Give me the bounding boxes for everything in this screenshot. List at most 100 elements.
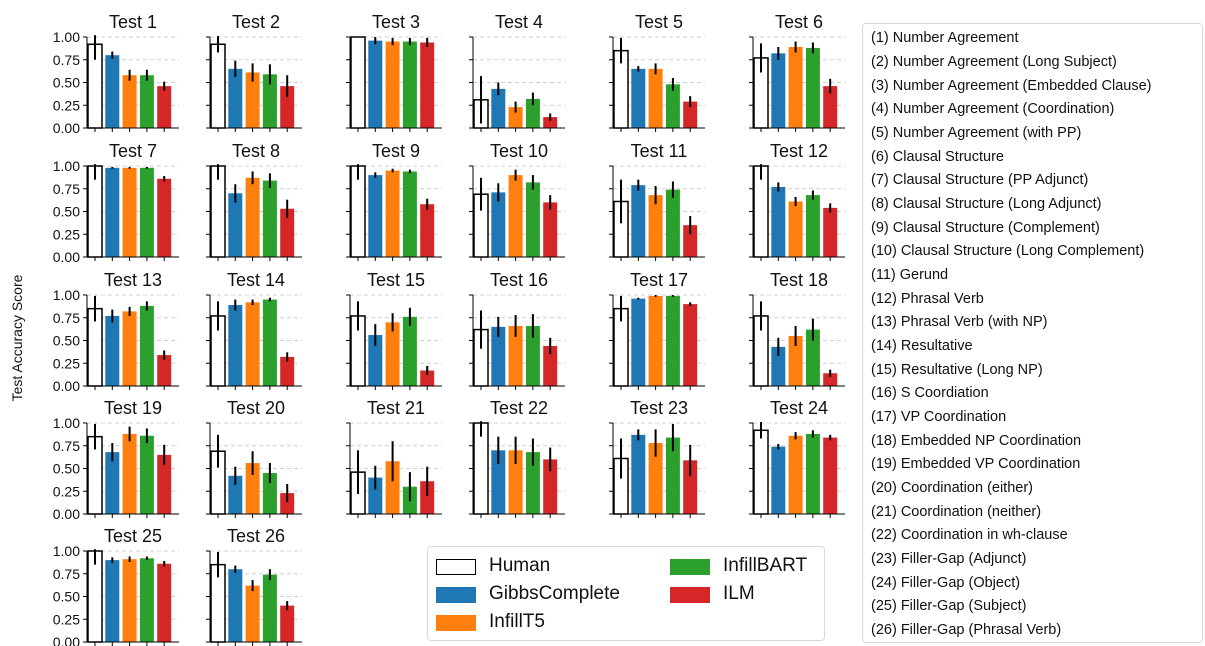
- y-tick-label: 0.25: [53, 355, 80, 371]
- bar-ilm: [683, 304, 698, 386]
- bar-infillbart: [139, 167, 154, 257]
- bar-ilm: [823, 207, 838, 257]
- bar-infillt5: [788, 47, 803, 129]
- test-legend-entry: (2) Number Agreement (Long Subject): [871, 54, 1117, 70]
- subplot-panel: Test 4: [469, 12, 565, 132]
- panel-title: Test 2: [232, 12, 280, 32]
- bar-ilm: [420, 370, 435, 386]
- panel-title: Test 10: [490, 141, 548, 161]
- bar-gibbscomplete: [228, 193, 243, 257]
- bar-infillt5: [122, 167, 137, 257]
- bar-gibbscomplete: [105, 315, 120, 386]
- bar-infillt5: [648, 195, 663, 257]
- bar-gibbscomplete: [368, 40, 383, 128]
- bar-ilm: [543, 345, 558, 386]
- bar-ilm: [280, 493, 295, 514]
- panel-title: Test 11: [631, 141, 688, 161]
- panel-title: Test 26: [227, 526, 285, 546]
- bar-ilm: [157, 355, 172, 386]
- bar-infillbart: [525, 325, 540, 386]
- bar-gibbscomplete: [491, 88, 506, 128]
- bar-infillbart: [402, 171, 417, 257]
- test-legend-entry: (19) Embedded VP Coordination: [871, 456, 1081, 472]
- panel-title: Test 14: [227, 270, 285, 290]
- bar-ilm: [543, 117, 558, 128]
- test-legend-entry: (7) Clausal Structure (PP Adjunct): [871, 172, 1089, 188]
- bar-infillbart: [402, 41, 417, 128]
- test-legend-entry: (22) Coordination in wh-clause: [871, 527, 1068, 543]
- test-legend-entry: (10) Clausal Structure (Long Complement): [871, 243, 1145, 259]
- bar-infillbart: [262, 574, 277, 642]
- subplot-panel: Test 21: [346, 398, 442, 518]
- y-tick-label: 1.00: [53, 287, 80, 303]
- bar-ilm: [683, 101, 698, 128]
- y-tick-label: 0.75: [53, 566, 80, 582]
- bar-infillbart: [665, 437, 680, 514]
- bar-infillbart: [262, 473, 277, 514]
- bar-infillt5: [245, 177, 260, 257]
- bar-infillt5: [508, 107, 523, 128]
- series-legend: Human GibbsComplete InfillT5 InfillBART …: [427, 546, 825, 641]
- bar-infillbart: [262, 180, 277, 257]
- y-tick-label: 0.00: [53, 378, 80, 394]
- test-name-legend: (1) Number Agreement (2) Number Agreemen…: [862, 23, 1203, 643]
- bar-infillbart: [525, 452, 540, 514]
- panel-title: Test 19: [104, 398, 162, 418]
- test-legend-entry: (12) Phrasal Verb: [871, 291, 984, 307]
- bar-gibbscomplete: [771, 53, 786, 128]
- subplot-panel: 0.00 0.25 0.50 0.75 1.00 Test 19: [53, 398, 179, 522]
- bar-ilm: [280, 208, 295, 257]
- legend-swatch-infillt5: [436, 615, 476, 631]
- bar-infillt5: [122, 75, 137, 128]
- bar-infillbart: [262, 299, 277, 386]
- bar-infillbart: [665, 295, 680, 386]
- subplot-panel: Test 20: [206, 398, 302, 518]
- legend-swatch-ilm: [670, 587, 710, 603]
- bar-gibbscomplete: [368, 335, 383, 386]
- subplot-panel: Test 15: [346, 270, 442, 390]
- subplot-panel: Test 5: [609, 12, 705, 132]
- subplot-panel: Test 24: [749, 398, 845, 518]
- bar-ilm: [420, 42, 435, 128]
- y-tick-label: 1.00: [53, 29, 80, 45]
- bar-infillt5: [788, 335, 803, 386]
- bar-human: [753, 429, 769, 515]
- test-legend-entry: (13) Phrasal Verb (with NP): [871, 314, 1048, 330]
- bar-gibbscomplete: [368, 175, 383, 257]
- subplot-panel: 0.00 0.25 0.50 0.75 1.00 Test 13: [53, 270, 179, 394]
- bar-infillt5: [508, 450, 523, 514]
- test-legend-entry: (26) Filler-Gap (Phrasal Verb): [871, 622, 1062, 638]
- bar-ilm: [420, 481, 435, 514]
- subplot-panel: Test 17: [609, 270, 705, 390]
- bar-gibbscomplete: [631, 185, 646, 257]
- bar-ilm: [823, 373, 838, 386]
- test-legend-entry: (4) Number Agreement (Coordination): [871, 101, 1115, 117]
- bar-infillbart: [665, 189, 680, 257]
- y-axis-label: Test Accuracy Score: [9, 274, 25, 401]
- bar-ilm: [823, 437, 838, 514]
- y-tick-label: 0.50: [53, 204, 80, 220]
- bar-infillbart: [525, 182, 540, 257]
- test-legend-entry: (3) Number Agreement (Embedded Clause): [871, 78, 1152, 94]
- y-tick-label: 0.75: [53, 438, 80, 454]
- bar-gibbscomplete: [228, 475, 243, 514]
- test-legend-entry: (15) Resultative (Long NP): [871, 362, 1043, 378]
- test-legend-entry: (1) Number Agreement: [871, 30, 1019, 46]
- bar-infillt5: [788, 435, 803, 514]
- bar-infillbart: [805, 47, 820, 128]
- y-tick-label: 1.00: [53, 415, 80, 431]
- y-tick-label: 1.00: [53, 158, 80, 174]
- subplot-panel: 0.00 0.25 0.50 0.75 1.00 Test 25: [53, 526, 179, 646]
- bar-gibbscomplete: [631, 298, 646, 386]
- panel-title: Test 9: [372, 141, 420, 161]
- panel-title: Test 17: [630, 270, 688, 290]
- panel-title: Test 12: [770, 141, 828, 161]
- subplot-panel: Test 12: [749, 141, 845, 261]
- y-tick-label: 0.00: [53, 249, 80, 265]
- test-legend-entry: (14) Resultative: [871, 338, 973, 354]
- test-legend-entry: (21) Coordination (neither): [871, 504, 1042, 520]
- subplot-panel: Test 9: [346, 141, 442, 261]
- bar-infillbart: [139, 558, 154, 642]
- panel-title: Test 20: [227, 398, 285, 418]
- bar-infillt5: [385, 41, 400, 128]
